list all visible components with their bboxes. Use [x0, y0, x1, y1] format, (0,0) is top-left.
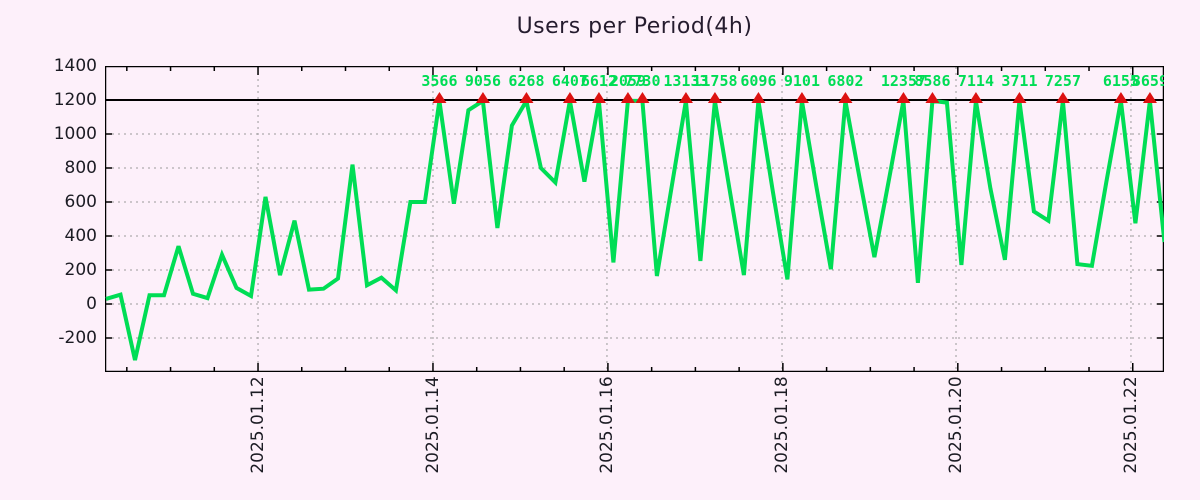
- users-series-line: [105, 95, 1164, 361]
- peak-marker-arrow-icon: [475, 92, 490, 103]
- peak-marker-arrow-icon: [1142, 92, 1157, 103]
- y-tick-label: 1200: [53, 90, 97, 110]
- peak-value-label: 3566: [421, 72, 457, 90]
- peak-marker-arrow-icon: [562, 92, 577, 103]
- peak-value-label: 12357: [881, 72, 926, 90]
- y-tick-label: 800: [64, 158, 97, 178]
- peak-marker-arrow-icon: [794, 92, 809, 103]
- peak-marker-arrow-icon: [591, 92, 606, 103]
- peak-marker-arrow-icon: [925, 92, 940, 103]
- peak-value-label: 8659: [1132, 72, 1164, 90]
- peak-marker-arrow-icon: [678, 92, 693, 103]
- peak-marker-arrow-icon: [1012, 92, 1027, 103]
- peak-value-label: 7730: [624, 72, 660, 90]
- x-tick-label: 2025.01.12: [248, 376, 269, 474]
- peak-value-label: 6612: [581, 72, 617, 90]
- y-tick-label: 0: [86, 294, 97, 314]
- peak-marker-arrow-icon: [519, 92, 534, 103]
- x-tick-label: 2025.01.22: [1120, 376, 1141, 474]
- x-tick-label: 2025.01.18: [772, 376, 793, 474]
- peak-value-label: 7257: [1045, 72, 1081, 90]
- plot-area: 3566 9056 6268 6407 6612 2059 7730 13133 11758 60…: [105, 66, 1164, 372]
- peak-value-label: 6155: [1103, 72, 1139, 90]
- peak-marker-arrow-icon: [1055, 92, 1070, 103]
- x-tick-label: 2025.01.16: [596, 376, 617, 474]
- peak-marker-arrow-icon: [968, 92, 983, 103]
- y-tick-label: 200: [64, 260, 97, 280]
- peak-value-label: 2059: [610, 72, 646, 90]
- peak-marker-arrow-icon: [707, 92, 722, 103]
- peak-value-label: 7114: [958, 72, 994, 90]
- peak-value-label: 6802: [827, 72, 863, 90]
- peak-marker-arrow-icon: [838, 92, 853, 103]
- peak-marker-arrow-icon: [620, 92, 635, 103]
- peak-value-label: 6096: [740, 72, 776, 90]
- y-tick-label: -200: [58, 328, 97, 348]
- peak-marker-arrow-icon: [1113, 92, 1128, 103]
- peak-value-label: 9056: [465, 72, 501, 90]
- peak-value-label: 8586: [914, 72, 950, 90]
- y-tick-label: 1000: [53, 124, 97, 144]
- peak-value-label: 6268: [508, 72, 544, 90]
- chart-title: Users per Period(4h): [516, 14, 753, 39]
- peak-value-label: 3711: [1001, 72, 1037, 90]
- peak-marker-arrow-icon: [432, 92, 447, 103]
- peak-marker-arrow-icon: [896, 92, 911, 103]
- peak-value-label: 9101: [784, 72, 820, 90]
- x-tick-label: 2025.01.14: [422, 376, 443, 474]
- peak-value-label: 13133: [663, 72, 708, 90]
- y-tick-label: 600: [64, 192, 97, 212]
- peak-value-label: 11758: [692, 72, 737, 90]
- peak-value-label: 6407: [552, 72, 588, 90]
- peak-marker-arrow-icon: [635, 92, 650, 103]
- y-tick-label: 400: [64, 226, 97, 246]
- peak-marker-arrow-icon: [751, 92, 766, 103]
- y-tick-label: 1400: [53, 56, 97, 76]
- x-tick-label: 2025.01.20: [946, 376, 966, 474]
